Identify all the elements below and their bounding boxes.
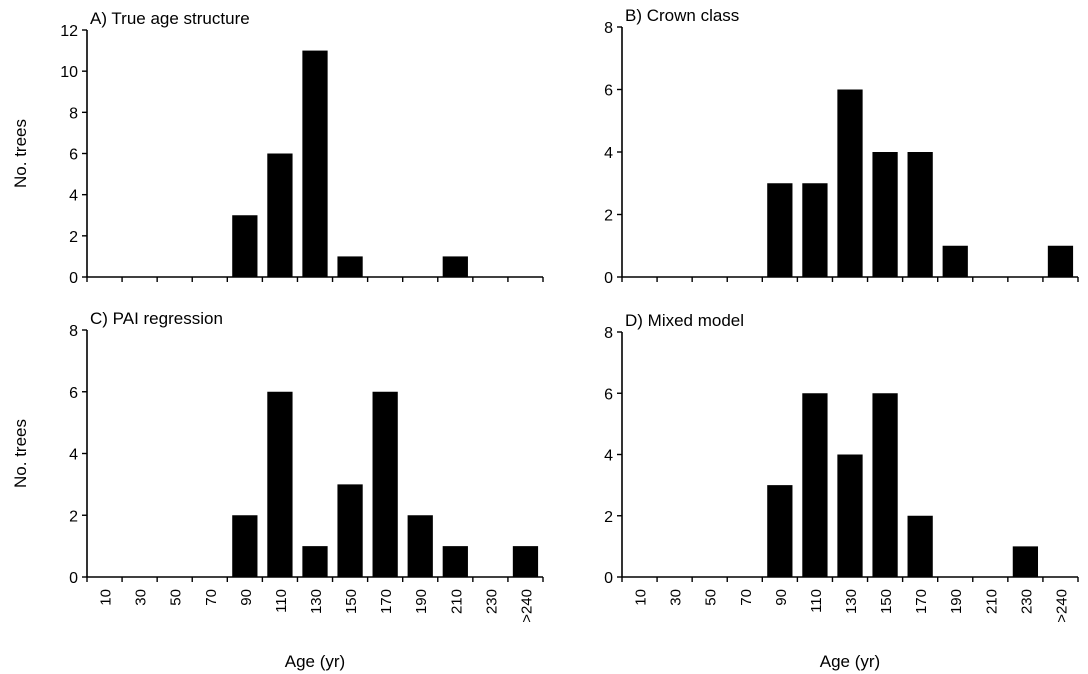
x-tick-label: >240 (1053, 589, 1070, 623)
bar-130 (302, 546, 328, 577)
x-tick-label: 190 (948, 589, 965, 614)
y-tick-label: 10 (60, 64, 78, 81)
bar-90 (767, 485, 793, 577)
x-axis-label: Age (yr) (285, 652, 345, 671)
x-tick-label: 90 (773, 589, 790, 606)
bar-130 (837, 89, 863, 277)
x-tick-label: 110 (273, 589, 290, 613)
y-tick-label: 8 (604, 20, 613, 37)
y-tick-label: 4 (69, 447, 78, 464)
x-tick-label: 50 (168, 589, 185, 606)
bar-150 (872, 393, 898, 577)
x-tick-label: 130 (843, 589, 860, 614)
bar-130 (837, 454, 863, 577)
bar-90 (767, 183, 793, 277)
bar-150 (337, 256, 363, 277)
y-tick-label: 6 (69, 147, 78, 164)
y-axis-label: No. trees (11, 119, 30, 188)
chart-panel-1: 0 2 4 6 8 B) Crown class (604, 6, 1079, 287)
panel-title: A) True age structure (90, 9, 250, 28)
chart-panel-2: 0 2 4 6 8 10 30 50 70 90 110 130 150 170 190 210 230 >240… (11, 309, 544, 671)
bar-210 (442, 546, 468, 577)
bar-170 (907, 152, 933, 277)
x-tick-label: 30 (668, 589, 685, 606)
x-axis-label: Age (yr) (820, 652, 880, 671)
x-tick-label: 210 (448, 589, 465, 614)
bar-110 (802, 393, 828, 577)
chart-panel-3: 0 2 4 6 8 10 30 50 70 90 110 130 150 170 190 210 230 >240… (604, 311, 1079, 671)
x-tick-label: 70 (738, 589, 755, 606)
x-tick-label: 130 (308, 589, 325, 614)
y-tick-label: 6 (69, 385, 78, 402)
chart-panel-0: 0 2 4 6 8 10 12 A) True age structure No. trees (11, 9, 544, 287)
y-tick-label: 0 (69, 270, 78, 287)
x-tick-label: 110 (808, 589, 825, 613)
bar-230 (1012, 546, 1039, 577)
x-tick-label: 90 (238, 589, 255, 606)
y-tick-label: 12 (60, 23, 78, 40)
x-tick-label: 10 (633, 589, 650, 606)
x-tick-label: 30 (133, 589, 150, 606)
x-tick-label: 70 (203, 589, 220, 606)
bar-210 (442, 256, 468, 277)
bar-190 (407, 515, 433, 577)
y-tick-label: 2 (604, 509, 613, 526)
y-tick-label: 2 (604, 208, 613, 225)
x-tick-label: >240 (518, 589, 535, 623)
x-tick-label: 170 (913, 589, 930, 614)
y-tick-label: 8 (604, 325, 613, 342)
panel-title: B) Crown class (625, 6, 739, 25)
bar-90 (232, 515, 258, 577)
bar-150 (337, 484, 363, 577)
y-tick-label: 4 (604, 448, 613, 465)
y-axis-label: No. trees (11, 419, 30, 488)
y-tick-label: 8 (69, 323, 78, 340)
panel-title: C) PAI regression (90, 309, 223, 328)
x-tick-label: 150 (343, 589, 360, 614)
y-tick-label: 6 (604, 83, 613, 100)
y-tick-label: 0 (604, 270, 613, 287)
x-tick-label: 50 (703, 589, 720, 606)
x-tick-label: 150 (878, 589, 895, 614)
x-tick-label: 170 (378, 589, 395, 614)
bar-90 (232, 215, 258, 277)
x-tick-label: 230 (1018, 589, 1035, 614)
x-tick-label: 10 (98, 589, 115, 606)
bar->240 (1047, 245, 1074, 277)
bar-130 (302, 50, 328, 278)
bar-150 (872, 152, 898, 277)
bar->240 (512, 546, 539, 577)
x-tick-label: 230 (483, 589, 500, 614)
bar-170 (372, 391, 398, 577)
y-tick-label: 6 (604, 386, 613, 403)
bar-190 (942, 245, 968, 277)
y-tick-label: 2 (69, 508, 78, 525)
bar-110 (267, 153, 293, 277)
bar-110 (802, 183, 828, 277)
bar-170 (907, 515, 933, 577)
y-tick-label: 4 (69, 188, 78, 205)
panel-title: D) Mixed model (625, 311, 744, 330)
y-tick-label: 0 (69, 570, 78, 587)
x-tick-label: 190 (413, 589, 430, 614)
y-tick-label: 2 (69, 229, 78, 246)
y-tick-label: 8 (69, 105, 78, 122)
y-tick-label: 0 (604, 570, 613, 587)
y-tick-label: 4 (604, 145, 613, 162)
bar-110 (267, 391, 293, 577)
x-tick-label: 210 (983, 589, 1000, 614)
